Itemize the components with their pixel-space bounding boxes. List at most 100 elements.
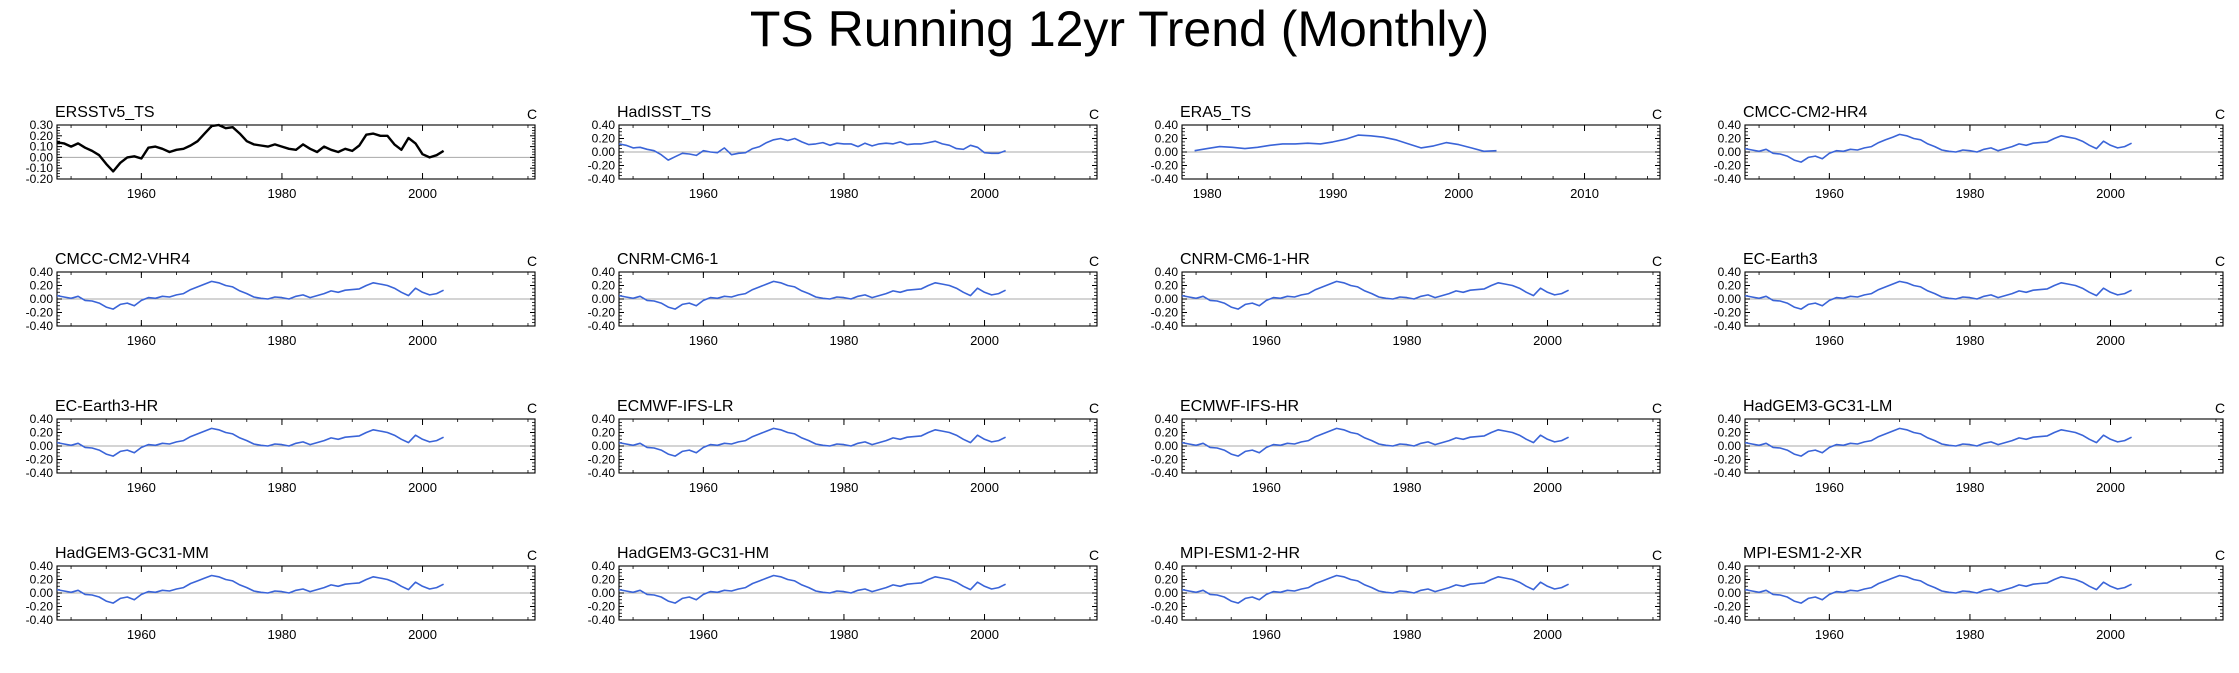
x-tick-label: 2000 <box>408 333 437 348</box>
y-tick-label: -0.40 <box>1151 172 1179 186</box>
y-tick-label: 0.20 <box>592 132 616 146</box>
y-tick-label: 0.20 <box>30 129 54 143</box>
x-tick-label: 2000 <box>970 186 999 201</box>
y-tick-label: -0.20 <box>26 172 54 186</box>
x-tick-label: 1960 <box>127 333 156 348</box>
x-tick-label: 1980 <box>829 627 858 642</box>
y-tick-label: -0.10 <box>26 161 54 175</box>
y-tick-label: 0.40 <box>1155 412 1179 426</box>
x-tick-label: 1960 <box>689 333 718 348</box>
y-tick-label: -0.20 <box>1714 159 1742 173</box>
series-line <box>1194 134 1497 153</box>
x-tick-label: 1960 <box>689 186 718 201</box>
x-tick-label: 1980 <box>829 186 858 201</box>
panel-title: CNRM-CM6-1 <box>617 251 718 268</box>
panel-title: ECMWF-IFS-LR <box>617 398 733 415</box>
chart-panel: CMCC-CM2-VHR4 C -0.40-0.200.000.200.40 1960… <box>26 251 537 348</box>
series-line <box>1181 280 1569 310</box>
y-tick-label: 0.20 <box>592 573 616 587</box>
y-tick-label: 0.00 <box>1155 292 1179 306</box>
y-tick-label: 0.40 <box>592 412 616 426</box>
x-tick-label: 1980 <box>267 480 296 495</box>
units-label: C <box>1652 253 1662 269</box>
y-tick-label: -0.40 <box>1714 613 1742 627</box>
x-tick-label: 1960 <box>127 480 156 495</box>
panel-title: ERA5_TS <box>1180 104 1251 121</box>
panel-title: HadGEM3-GC31-HM <box>617 545 769 562</box>
y-tick-label: -0.40 <box>588 319 616 333</box>
chart-panel: CNRM-CM6-1-HR C -0.40-0.200.000.200.40 1960… <box>1151 251 1662 348</box>
units-label: C <box>2215 106 2225 122</box>
plot-frame <box>56 124 536 180</box>
panel-title: MPI-ESM1-2-XR <box>1743 545 1862 562</box>
y-tick-label: 0.00 <box>1155 586 1179 600</box>
panel-title: CNRM-CM6-1-HR <box>1180 251 1310 268</box>
y-tick-label: -0.20 <box>588 159 616 173</box>
series-line <box>618 427 1006 457</box>
x-tick-label: 1960 <box>1815 333 1844 348</box>
series-line <box>618 280 1006 310</box>
x-tick-label: 1980 <box>267 186 296 201</box>
y-tick-label: 0.00 <box>592 439 616 453</box>
y-tick-label: 0.00 <box>1718 586 1742 600</box>
y-tick-label: -0.20 <box>26 306 54 320</box>
x-tick-label: 2000 <box>408 186 437 201</box>
x-tick-label: 2000 <box>1533 333 1562 348</box>
y-tick-label: 0.40 <box>1718 118 1742 132</box>
series-line <box>618 574 1006 604</box>
chart-panel: EC-Earth3-HR C -0.40-0.200.000.200.40 1960 1… <box>26 398 537 495</box>
y-tick-label: -0.20 <box>1714 306 1742 320</box>
y-tick-label: -0.20 <box>1151 453 1179 467</box>
y-tick-label: -0.40 <box>1151 319 1179 333</box>
y-tick-label: 0.30 <box>30 118 54 132</box>
y-tick-label: 0.40 <box>1155 265 1179 279</box>
y-tick-label: -0.20 <box>588 306 616 320</box>
series-line <box>56 427 444 457</box>
y-tick-label: 0.00 <box>592 145 616 159</box>
y-tick-label: 0.10 <box>30 140 54 154</box>
chart-panel: ERA5_TS C -0.40-0.200.000.200.40 1980 1990 20… <box>1151 104 1662 201</box>
series-line <box>1181 574 1569 604</box>
chart-panel: MPI-ESM1-2-HR C -0.40-0.200.000.200.40 1960… <box>1151 545 1662 642</box>
units-label: C <box>527 253 537 269</box>
panel-title: EC-Earth3 <box>1743 251 1818 268</box>
x-tick-label: 1980 <box>1392 480 1421 495</box>
x-tick-label: 1960 <box>1252 627 1281 642</box>
series-line <box>56 280 444 310</box>
y-tick-label: -0.20 <box>26 453 54 467</box>
y-tick-label: 0.40 <box>592 265 616 279</box>
y-tick-label: 0.00 <box>30 150 54 164</box>
panel-title: MPI-ESM1-2-HR <box>1180 545 1300 562</box>
x-tick-label: 2000 <box>2096 627 2125 642</box>
series-line <box>1744 280 2132 310</box>
units-label: C <box>2215 253 2225 269</box>
chart-panel: MPI-ESM1-2-XR C -0.40-0.200.000.200.40 1960… <box>1714 545 2225 642</box>
y-tick-label: -0.20 <box>1151 600 1179 614</box>
chart-panel: CMCC-CM2-HR4 C -0.40-0.200.000.200.40 1960 1… <box>1714 104 2225 201</box>
x-tick-label: 1980 <box>1193 186 1222 201</box>
x-tick-label: 1960 <box>689 627 718 642</box>
y-tick-label: -0.20 <box>1714 453 1742 467</box>
chart-panel: ERSSTv5_TS C -0.20-0.100.000.100.200.30 196… <box>26 104 537 201</box>
x-tick-label: 1960 <box>127 627 156 642</box>
chart-panel: ECMWF-IFS-HR C -0.40-0.200.000.200.40 1960 1… <box>1151 398 1662 495</box>
chart-panel: EC-Earth3 C -0.40-0.200.000.200.40 1960 1980… <box>1714 251 2225 348</box>
panel-title: HadGEM3-GC31-LM <box>1743 398 1892 415</box>
y-tick-label: -0.40 <box>1714 172 1742 186</box>
x-tick-label: 1980 <box>1392 627 1421 642</box>
series-line <box>618 137 1006 161</box>
y-tick-label: 0.20 <box>1718 573 1742 587</box>
y-tick-label: 0.40 <box>30 412 54 426</box>
x-tick-label: 2000 <box>970 627 999 642</box>
y-tick-label: 0.40 <box>1718 412 1742 426</box>
x-tick-label: 1980 <box>1955 333 1984 348</box>
y-tick-label: 0.00 <box>30 586 54 600</box>
series-line <box>1744 427 2132 457</box>
units-label: C <box>1652 400 1662 416</box>
y-tick-label: 0.20 <box>30 426 54 440</box>
y-tick-label: 0.00 <box>1155 439 1179 453</box>
units-label: C <box>1089 106 1099 122</box>
y-tick-label: 0.40 <box>1718 265 1742 279</box>
y-tick-label: -0.40 <box>1714 466 1742 480</box>
